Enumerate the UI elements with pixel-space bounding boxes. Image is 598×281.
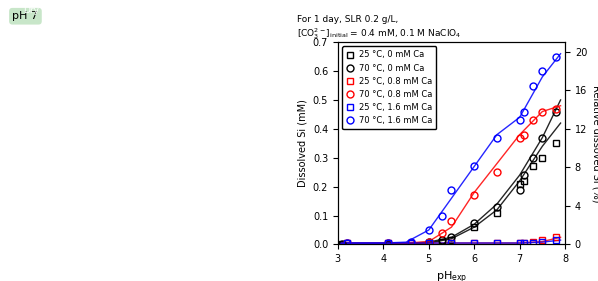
Text: pH 7: pH 7 (13, 11, 38, 21)
X-axis label: pH$_\mathrm{exp}$: pH$_\mathrm{exp}$ (436, 270, 467, 281)
Text: For 1 day, SLR 0.2 g/L,
$[\mathrm{CO_3^{2-}}]_\mathrm{initial}$ = 0.4 mM, 0.1 M : For 1 day, SLR 0.2 g/L, $[\mathrm{CO_3^{… (297, 15, 462, 41)
Text: 70 °C water (14 days): 70 °C water (14 days) (187, 6, 286, 15)
Y-axis label: Dissolved Si (mM): Dissolved Si (mM) (297, 99, 307, 187)
Y-axis label: Relative dissoved Si (%): Relative dissoved Si (%) (591, 85, 598, 202)
Text: 25 °C water (14 days): 25 °C water (14 days) (84, 6, 183, 15)
Legend: 25 °C, 0 mM Ca, 70 °C, 0 mM Ca, 25 °C, 0.8 mM Ca, 70 °C, 0.8 mM Ca, 25 °C, 1.6 m: 25 °C, 0 mM Ca, 70 °C, 0 mM Ca, 25 °C, 0… (342, 46, 437, 130)
Text: Dry: Dry (23, 6, 39, 15)
